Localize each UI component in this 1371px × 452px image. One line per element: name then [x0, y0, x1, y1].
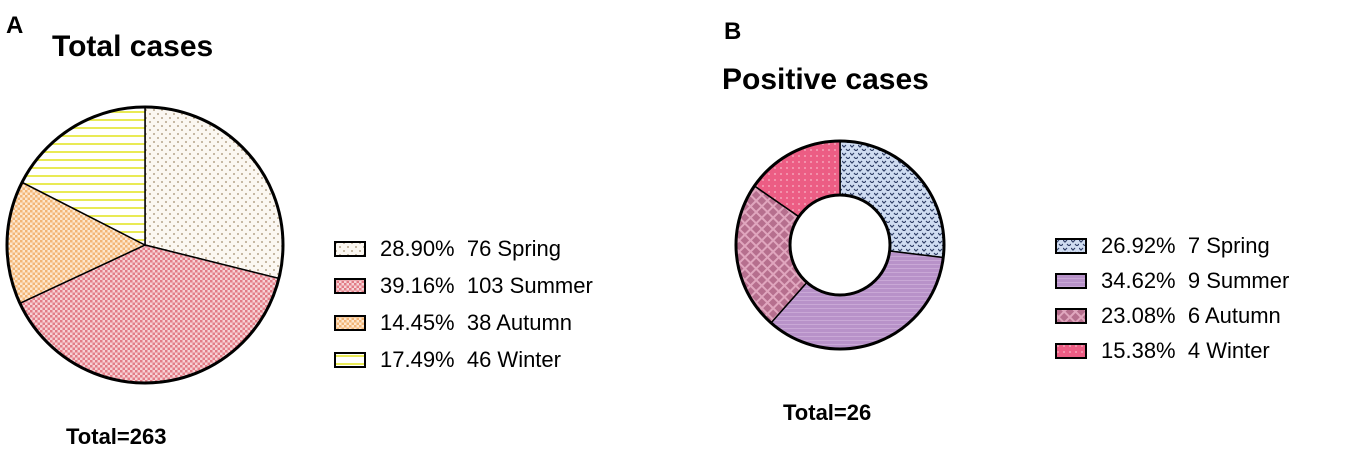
legend-item-spring: 28.90% 76 Spring [334, 235, 561, 263]
legend-label: 14.45% 38 Autumn [380, 310, 573, 335]
legend-label: 34.62% 9 Summer [1101, 268, 1290, 293]
chart-b-title: Positive cases [722, 63, 929, 96]
donut-chart-positive-cases [734, 139, 946, 351]
legend-label: 28.90% 76 Spring [380, 236, 562, 261]
legend-swatch [1055, 343, 1087, 359]
pie-chart-total-cases [5, 105, 285, 385]
legend-swatch [1055, 238, 1087, 254]
legend-item-winter: 15.38% 4 Winter [1055, 337, 1270, 365]
panel-b-letter: B [724, 18, 742, 45]
legend-label: 17.49% 46 Winter [380, 347, 561, 372]
legend-item-autumn: 14.45% 38 Autumn [334, 309, 572, 337]
legend-swatch [334, 241, 366, 257]
chart-a-total: Total=263 [66, 424, 167, 449]
legend-label: 39.16% 103 Summer [380, 273, 593, 298]
legend-swatch [334, 278, 366, 294]
legend-item-summer: 39.16% 103 Summer [334, 272, 593, 300]
legend-item-summer: 34.62% 9 Summer [1055, 267, 1289, 295]
pie-outline [734, 139, 946, 351]
chart-b-total: Total=26 [783, 400, 872, 425]
legend-label: 15.38% 4 Winter [1101, 338, 1270, 363]
donut-hole [788, 193, 892, 297]
legend-swatch [334, 352, 366, 368]
panel-a-letter: A [6, 12, 24, 39]
legend-swatch [1055, 308, 1087, 324]
pie-outline [5, 105, 285, 385]
chart-a-title: Total cases [52, 30, 214, 63]
legend-item-winter: 17.49% 46 Winter [334, 346, 561, 374]
legend-label: 23.08% 6 Autumn [1101, 303, 1281, 328]
legend-item-spring: 26.92% 7 Spring [1055, 232, 1270, 260]
legend-swatch [334, 315, 366, 331]
legend-swatch [1055, 273, 1087, 289]
legend-item-autumn: 23.08% 6 Autumn [1055, 302, 1281, 330]
legend-label: 26.92% 7 Spring [1101, 233, 1270, 258]
